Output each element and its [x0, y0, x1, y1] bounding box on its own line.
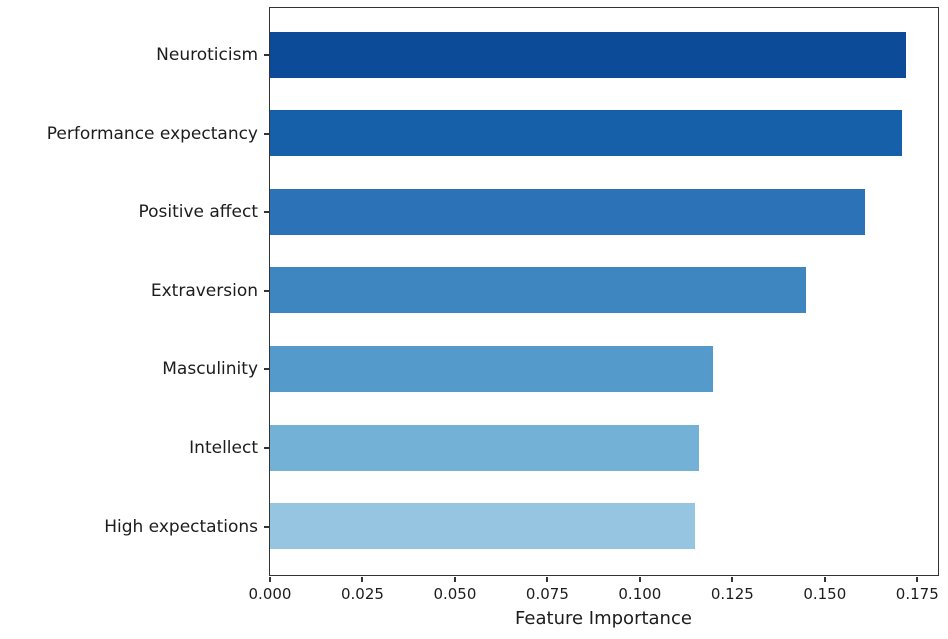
- x-tick-label: 0.000: [248, 585, 292, 603]
- x-tick-label: 0.150: [803, 585, 847, 603]
- bar-positive-affect: [269, 188, 865, 235]
- bar-neuroticism: [269, 31, 906, 78]
- y-tick-label: High expectations: [104, 516, 258, 537]
- bar-high-expectations: [269, 503, 695, 550]
- y-tick-label: Intellect: [189, 438, 258, 458]
- x-tick-mark: [823, 576, 826, 582]
- bar-intellect: [269, 424, 699, 471]
- x-tick-mark: [361, 576, 364, 582]
- y-tick-label: Neuroticism: [156, 45, 258, 65]
- bar-masculinity: [269, 345, 714, 392]
- x-tick-label: 0.100: [618, 585, 662, 603]
- y-tick-mark: [263, 368, 269, 371]
- x-tick-mark: [731, 576, 734, 582]
- x-tick-mark: [453, 576, 456, 582]
- x-tick-label: 0.175: [895, 585, 939, 603]
- bar-performance-expectancy: [269, 110, 902, 157]
- x-axis-title: Feature Importance: [515, 608, 692, 629]
- x-tick-mark: [269, 576, 271, 582]
- x-tick-mark: [916, 576, 919, 582]
- y-tick-label: Performance expectancy: [46, 123, 258, 144]
- y-tick-mark: [263, 289, 269, 292]
- bar-extraversion: [269, 267, 806, 314]
- y-tick-mark: [263, 447, 269, 449]
- y-tick-mark: [263, 525, 269, 528]
- y-tick-mark: [263, 211, 269, 214]
- y-tick-label: Positive affect: [138, 202, 258, 223]
- y-tick-mark: [263, 132, 269, 135]
- x-tick-label: 0.075: [525, 585, 569, 603]
- y-tick-mark: [263, 54, 269, 56]
- x-tick-label: 0.025: [340, 585, 384, 603]
- y-tick-label: Masculinity: [162, 359, 258, 380]
- x-tick-label: 0.050: [433, 585, 477, 603]
- x-tick-label: 0.125: [710, 585, 754, 603]
- x-tick-mark: [638, 576, 641, 582]
- y-tick-label: Extraversion: [150, 280, 258, 301]
- x-tick-mark: [546, 576, 549, 582]
- plot-area: [268, 6, 939, 576]
